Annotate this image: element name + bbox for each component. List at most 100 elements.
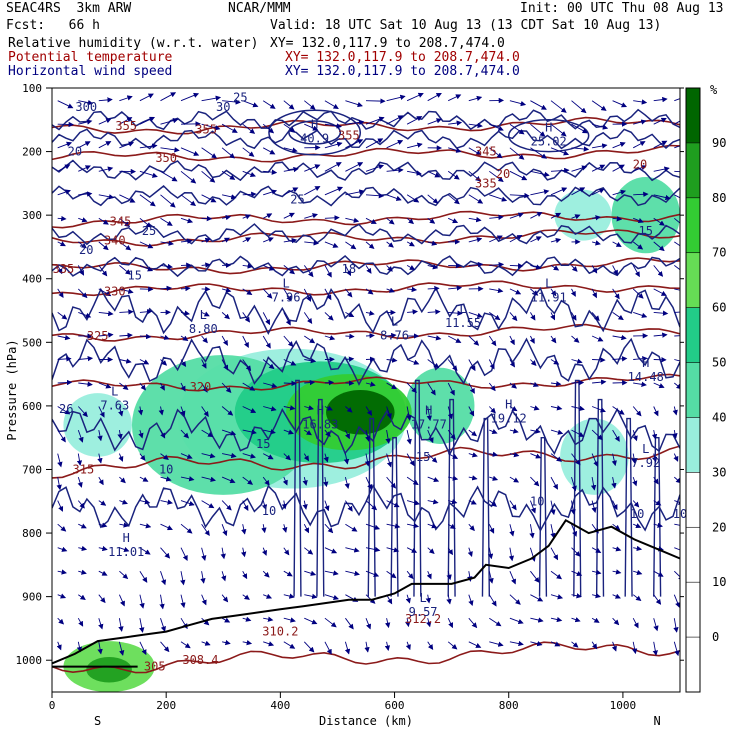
wind-vector-484 (447, 453, 459, 459)
wind-vector-11 (283, 100, 295, 110)
wind-vector-532 (160, 499, 173, 505)
wind-vector-94 (78, 165, 91, 172)
wind-vector-150 (591, 188, 605, 196)
wind-vector-653 (98, 594, 106, 604)
valid-time: Valid: 18 UTC Sat 10 Aug 13 (13 CDT Sat … (270, 18, 662, 33)
y-tick-label-900: 900 (22, 591, 42, 604)
wind-vector-131 (201, 194, 217, 203)
wind-vector-680 (653, 594, 662, 605)
wind-vector-602 (324, 547, 338, 554)
wind-vector-301 (509, 312, 518, 322)
wind-vector-686 (139, 618, 145, 633)
wind-vector-503 (201, 476, 216, 482)
wind-vector-578 (468, 523, 475, 532)
wind-vector-291 (303, 312, 313, 324)
wind-contour-6 (52, 286, 680, 335)
wind-vector-355 (345, 356, 355, 362)
wind-vector-563 (160, 523, 173, 531)
wind-vector-463 (651, 430, 658, 440)
wind-vector-238 (489, 261, 505, 268)
wind-vector-400 (633, 381, 647, 387)
wind-vector-682 (57, 617, 65, 625)
wind-vector-242 (571, 265, 578, 272)
wind-vector-306 (612, 312, 624, 321)
wind-vector-16 (386, 94, 406, 102)
wind-vector-661 (263, 593, 273, 599)
wind-vector-457 (530, 428, 541, 434)
wind-vector-372 (57, 379, 73, 386)
wind-vector-254 (180, 285, 191, 292)
wind-vector-69 (201, 147, 218, 159)
theta-contour-305 (52, 641, 680, 674)
wind-vector-403 (57, 406, 71, 415)
wind-vector-412 (242, 406, 257, 413)
wind-vector-207 (489, 235, 503, 243)
wind-vector-423 (468, 406, 475, 417)
rh-region-6 (611, 177, 680, 254)
wind-vector-376 (139, 382, 146, 391)
wind-vector-522 (590, 477, 597, 491)
x-tick-label-800: 800 (499, 699, 519, 712)
wind-vector-702 (468, 617, 478, 629)
wind-vector-612 (529, 547, 536, 562)
forecast-hour: Fcst: 66 h (6, 18, 100, 33)
wind-vector-411 (221, 406, 234, 416)
wind-vector-130 (180, 194, 197, 207)
wind-vector-648 (633, 569, 643, 576)
wind-vector-635 (365, 570, 380, 577)
wind-vector-183 (633, 217, 644, 224)
wind-vector-164 (242, 214, 251, 220)
wind-label-1: 15 (128, 269, 142, 283)
wind-vector-86 (550, 147, 570, 156)
wind-vector-107 (345, 162, 364, 172)
wind-vector-4 (139, 93, 154, 102)
theta-label-18: 20 (633, 157, 647, 171)
rh-region-2 (554, 189, 612, 241)
extremum-kind-6: L (545, 276, 552, 290)
extremum-value-14: 9.57 (409, 605, 438, 619)
wind-vector-88 (592, 143, 608, 149)
wind-vector-607 (427, 547, 435, 555)
wind-vector-660 (242, 594, 250, 600)
wind-vector-438 (138, 429, 144, 439)
wind-vector-428 (571, 405, 585, 412)
wind-vector-432 (653, 406, 659, 417)
wind-vector-243 (591, 265, 598, 274)
wind-vector-501 (160, 476, 172, 482)
wind-vector-165 (262, 213, 273, 219)
wind-vector-126 (98, 194, 115, 200)
wind-vector-414 (283, 405, 296, 411)
wind-vector-26 (591, 100, 607, 111)
wind-vector-198 (304, 240, 319, 246)
wind-vector-118 (571, 165, 588, 172)
wind-vector-713 (56, 641, 62, 651)
wind-vector-89 (612, 141, 626, 149)
field-wind-name: Horizontal wind speed (8, 64, 173, 79)
wind-vector-459 (571, 429, 585, 437)
field-theta-name: Potential temperature (8, 50, 173, 65)
wind-label-17: 25 (233, 91, 247, 105)
wind-vector-378 (180, 382, 186, 392)
wind-vector-614 (571, 547, 581, 557)
theta-label-8: 335 (53, 262, 75, 276)
wind-vector-424 (488, 406, 496, 414)
y-tick-label-600: 600 (22, 400, 42, 413)
extremum-value-2: 7.96 (272, 290, 301, 304)
wind-vector-263 (365, 288, 374, 295)
extremum-kind-2: L (282, 276, 289, 290)
wind-vector-727 (344, 641, 351, 655)
wind-vector-656 (159, 594, 165, 610)
wind-vector-10 (262, 100, 276, 109)
wind-vector-364 (530, 359, 537, 366)
wind-vector-715 (97, 641, 103, 655)
wind-vector-334 (550, 335, 557, 344)
wind-vector-140 (386, 194, 402, 201)
wind-vector-534 (201, 500, 215, 509)
x-tick-label-400: 400 (270, 699, 290, 712)
wind-vector-91 (653, 140, 668, 149)
wind-vector-722 (242, 640, 253, 646)
wind-vector-261 (324, 288, 332, 301)
wind-vector-580 (509, 524, 515, 537)
wind-vector-51 (468, 122, 483, 129)
wind-vector-511 (365, 476, 373, 490)
